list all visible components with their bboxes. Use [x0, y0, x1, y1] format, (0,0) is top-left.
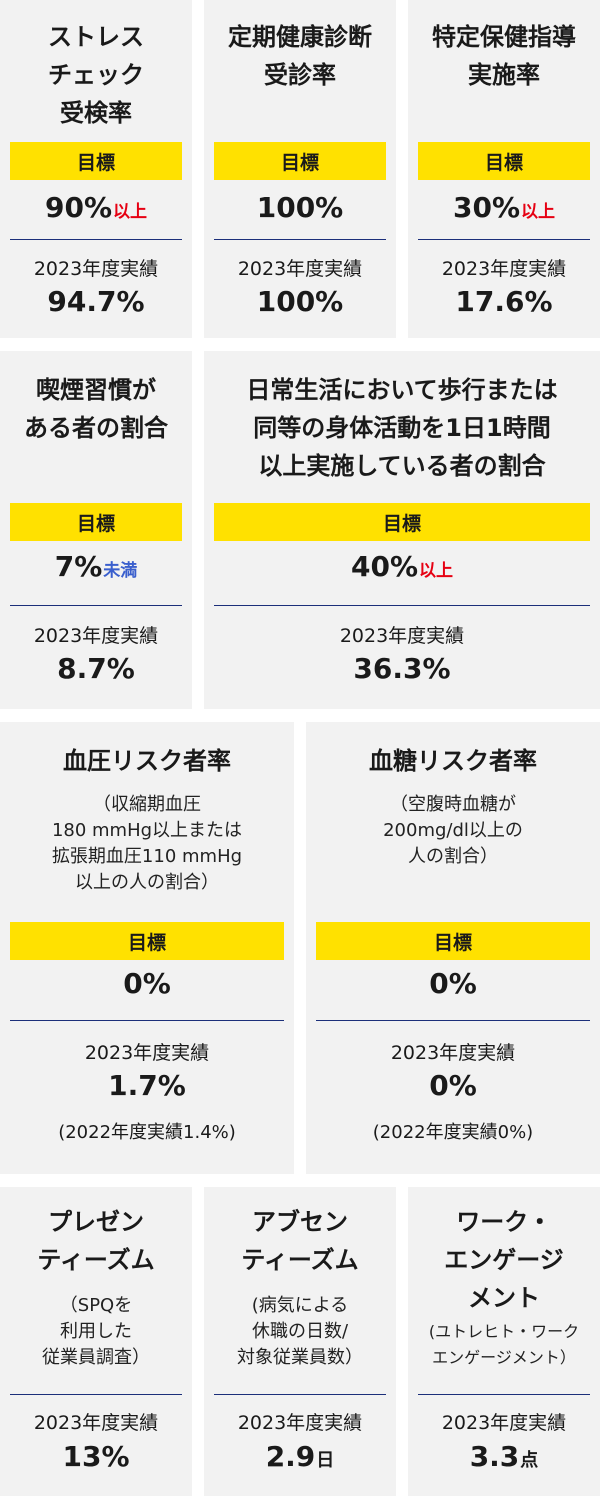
card-description: （収縮期血圧 180 mmHg以上または 拡張期血圧110 mmHg 以上の人の… — [51, 794, 243, 893]
divider — [418, 239, 590, 240]
target-label: 目標 — [418, 142, 590, 180]
target-label: 目標 — [10, 142, 182, 180]
result-value: 8.7% — [57, 652, 135, 685]
result-number: 2.9 — [265, 1440, 316, 1473]
goal-value: 0% — [0, 966, 294, 1002]
card-title: ストレス チェック 受検率 — [48, 23, 144, 127]
result-label: 2023年度実績 — [33, 625, 159, 647]
card-description: （SPQを 利用した 従業員調査） — [42, 1295, 150, 1368]
target-label: 目標 — [10, 503, 182, 541]
result-label: 2023年度実績 — [33, 258, 159, 280]
target-label: 目標 — [10, 922, 284, 960]
goal-suffix: 以上 — [521, 202, 556, 222]
card-specific-health-guidance: 特定保健指導 実施率 目標 30%以上 2023年度実績 17.6% — [408, 0, 600, 338]
card-work-engagement: ワーク・ エンゲージ メント (ユトレヒト・ワーク エンゲージメント） 2023… — [408, 1187, 600, 1496]
result-value: 94.7% — [47, 285, 145, 318]
card-description: （空腹時血糖が 200mg/dl以上の 人の割合） — [383, 794, 523, 867]
goal-suffix: 以上 — [419, 561, 454, 581]
goal-number: 40% — [350, 550, 419, 583]
target-label: 目標 — [214, 503, 590, 541]
result-unit: 点 — [520, 1450, 539, 1471]
goal-number: 100% — [256, 191, 344, 224]
previous-year-note: (2022年度実績1.4%) — [58, 1122, 236, 1143]
card-description: (病気による 休職の日数/ 対象従業員数） — [237, 1295, 363, 1368]
divider — [214, 239, 386, 240]
goal-number: 0% — [429, 967, 477, 1000]
divider — [214, 605, 590, 606]
goal-value: 100% — [204, 190, 396, 226]
card-title: 血圧リスク者率 — [63, 747, 231, 775]
goal-number: 7% — [54, 550, 103, 583]
divider — [418, 1394, 590, 1395]
result-label: 2023年度実績 — [237, 258, 363, 280]
result-label: 2023年度実績 — [441, 1412, 567, 1434]
goal-value: 40%以上 — [204, 549, 600, 589]
card-description: (ユトレヒト・ワーク エンゲージメント） — [428, 1322, 580, 1367]
card-title: 喫煙習慣が ある者の割合 — [24, 376, 168, 442]
previous-year-note: (2022年度実績0%) — [372, 1122, 534, 1143]
divider — [10, 1020, 284, 1021]
goal-value: 90%以上 — [0, 190, 192, 230]
divider — [214, 1394, 386, 1395]
card-health-checkup: 定期健康診断 受診率 目標 100% 2023年度実績 100% — [204, 0, 396, 338]
goal-value: 30%以上 — [408, 190, 600, 230]
goal-number: 90% — [44, 191, 113, 224]
result-value: 2.9日 — [204, 1439, 396, 1479]
result-value: 13% — [62, 1440, 130, 1473]
target-label: 目標 — [316, 922, 590, 960]
divider — [316, 1020, 590, 1021]
goal-value: 0% — [306, 966, 600, 1002]
result-label: 2023年度実績 — [33, 1412, 159, 1434]
result-label: 2023年度実績 — [339, 625, 465, 647]
goal-number: 0% — [123, 967, 171, 1000]
card-blood-pressure-risk: 血圧リスク者率 （収縮期血圧 180 mmHg以上または 拡張期血圧110 mm… — [0, 722, 294, 1174]
card-title: ワーク・ エンゲージ メント — [444, 1208, 564, 1312]
result-label: 2023年度実績 — [237, 1412, 363, 1434]
divider — [10, 1394, 182, 1395]
goal-suffix: 以上 — [113, 202, 148, 222]
result-unit: 日 — [316, 1450, 335, 1471]
card-title: 日常生活において歩行または 同等の身体活動を1日1時間 以上実施している者の割合 — [246, 376, 558, 480]
divider — [10, 239, 182, 240]
card-title: 定期健康診断 受診率 — [228, 23, 372, 89]
card-title: 血糖リスク者率 — [369, 747, 537, 775]
result-label: 2023年度実績 — [441, 258, 567, 280]
result-label: 2023年度実績 — [84, 1042, 210, 1064]
result-value: 100% — [256, 285, 344, 318]
card-presenteeism: プレゼン ティーズム （SPQを 利用した 従業員調査） 2023年度実績 13… — [0, 1187, 192, 1496]
divider — [10, 605, 182, 606]
card-stress-check: ストレス チェック 受検率 目標 90%以上 2023年度実績 94.7% — [0, 0, 192, 338]
card-blood-glucose-risk: 血糖リスク者率 （空腹時血糖が 200mg/dl以上の 人の割合） 目標 0% … — [306, 722, 600, 1174]
result-value: 36.3% — [353, 652, 451, 685]
result-value: 1.7% — [108, 1069, 186, 1102]
card-title: プレゼン ティーズム — [37, 1208, 155, 1274]
goal-suffix: 未満 — [103, 561, 138, 581]
card-physical-activity: 日常生活において歩行または 同等の身体活動を1日1時間 以上実施している者の割合… — [204, 351, 600, 709]
card-absenteeism: アブセン ティーズム (病気による 休職の日数/ 対象従業員数） 2023年度実… — [204, 1187, 396, 1496]
result-value: 3.3点 — [408, 1439, 600, 1479]
target-label: 目標 — [214, 142, 386, 180]
result-number: 3.3 — [469, 1440, 520, 1473]
result-value: 0% — [429, 1069, 477, 1102]
result-label: 2023年度実績 — [390, 1042, 516, 1064]
card-smoking: 喫煙習慣が ある者の割合 目標 7%未満 2023年度実績 8.7% — [0, 351, 192, 709]
result-value: 17.6% — [455, 285, 553, 318]
card-title: アブセン ティーズム — [241, 1208, 359, 1274]
goal-value: 7%未満 — [0, 549, 192, 589]
card-title: 特定保健指導 実施率 — [432, 23, 576, 89]
goal-number: 30% — [452, 191, 521, 224]
